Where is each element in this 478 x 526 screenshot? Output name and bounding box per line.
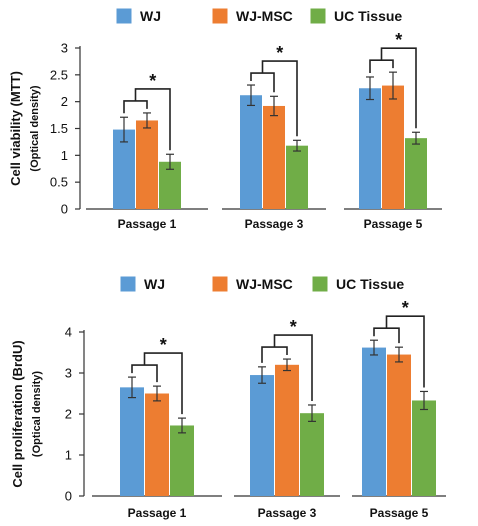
significance-bracket — [385, 315, 425, 388]
significance-bracket — [373, 327, 400, 344]
y-tick-label: 2.5 — [50, 67, 68, 82]
bar — [159, 161, 181, 209]
bar — [300, 413, 324, 496]
bar — [170, 425, 194, 496]
significance-star: * — [290, 317, 297, 337]
legend: WJ WJ-MSC UC Tissue — [115, 7, 402, 25]
significance-bracket — [134, 88, 171, 151]
legend-label: UC Tissue — [334, 8, 402, 24]
x-category-label: Passage 3 — [258, 506, 317, 520]
y-tick-label: 2 — [61, 94, 68, 109]
legend-swatch — [211, 7, 229, 25]
x-category-label: Passage 1 — [128, 506, 187, 520]
x-category-label: Passage 5 — [370, 506, 429, 520]
bar — [362, 347, 386, 496]
bar — [359, 88, 381, 209]
bar — [286, 145, 308, 209]
legend-swatch — [311, 275, 329, 293]
legend-swatch — [211, 275, 229, 293]
bar — [136, 120, 158, 209]
significance-bracket — [273, 334, 313, 401]
y-tick-label: 3 — [61, 41, 68, 56]
significance-star: * — [402, 298, 409, 318]
significance-bracket — [143, 352, 183, 415]
y-axis-sublabel: (Optical density) — [29, 85, 41, 172]
y-tick-label: 1 — [65, 448, 72, 463]
y-tick-label: 0 — [65, 489, 72, 504]
significance-bracket — [261, 60, 298, 137]
x-category-label: Passage 1 — [118, 217, 177, 231]
y-tick-label: 0.5 — [50, 175, 68, 190]
bar — [113, 129, 135, 209]
significance-bracket — [131, 364, 158, 383]
bar — [405, 138, 427, 209]
significance-bracket — [369, 59, 394, 73]
y-tick-label: 0 — [61, 202, 68, 217]
y-tick-label: 2 — [65, 407, 72, 422]
significance-star: * — [276, 43, 283, 63]
significance-bracket — [261, 346, 288, 363]
legend-swatch — [115, 7, 133, 25]
legend-label: UC Tissue — [336, 276, 404, 292]
x-category-label: Passage 3 — [245, 217, 304, 231]
legend: WJ WJ-MSC UC Tissue — [119, 275, 404, 293]
y-tick-label: 1.5 — [50, 121, 68, 136]
significance-bracket — [123, 100, 148, 114]
significance-bracket — [250, 72, 275, 93]
legend-label: WJ-MSC — [236, 8, 293, 24]
legend-label: WJ — [140, 8, 161, 24]
bar — [387, 354, 411, 496]
significance-star: * — [149, 71, 156, 91]
significance-star: * — [395, 30, 402, 50]
bar — [263, 105, 285, 209]
y-axis-sublabel: (Optical density) — [31, 371, 43, 458]
y-axis-label: Cell viability (MTT) — [8, 71, 23, 186]
bar — [145, 393, 169, 496]
bar — [275, 364, 299, 496]
legend-label: WJ-MSC — [236, 276, 293, 292]
bar — [412, 400, 436, 496]
bar — [240, 95, 262, 209]
significance-star: * — [160, 335, 167, 355]
chart-1: WJ WJ-MSC UC Tissue 0 0.5 1 1.5 2 2.5 3 Cell viabi… — [8, 7, 442, 231]
y-tick-label: 1 — [61, 148, 68, 163]
y-axis-label: Cell proliferation (BrdU) — [10, 340, 25, 487]
legend-label: WJ — [144, 276, 165, 292]
y-tick-label: 4 — [65, 325, 72, 340]
legend-swatch — [119, 275, 137, 293]
bar — [250, 375, 274, 496]
bar — [120, 387, 144, 496]
x-category-label: Passage 5 — [364, 217, 423, 231]
y-tick-label: 3 — [65, 366, 72, 381]
legend-swatch — [309, 7, 327, 25]
chart-2: WJ WJ-MSC UC Tissue 0 1 2 3 4 Cell proliferation… — [10, 275, 446, 520]
bar — [382, 85, 404, 209]
significance-bracket — [380, 47, 417, 129]
